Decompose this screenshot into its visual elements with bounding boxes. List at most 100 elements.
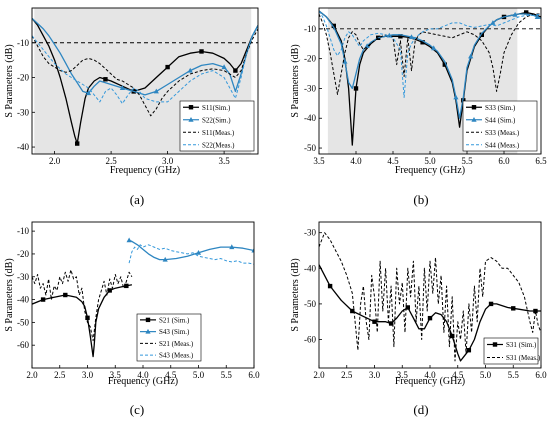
legend-label-1: S31 (Sim.) <box>506 341 537 349</box>
y-axis-title: S Parameters (dB) <box>4 258 15 331</box>
series-1-marker-6 <box>427 315 433 321</box>
series-2 <box>32 17 258 96</box>
legend-label-4: S44 (Meas.) <box>485 141 520 149</box>
y-tick-label-2: -40 <box>304 113 316 123</box>
x-tick-label-3: 3.0 <box>369 370 381 380</box>
legend-label-3: S33 (Meas.) <box>485 129 520 137</box>
x-tick-label-8: 5.5 <box>221 370 233 380</box>
series-2-marker-2 <box>119 85 125 90</box>
series-1-marker-2 <box>103 77 108 82</box>
y-tick-label-5: -10 <box>304 24 316 34</box>
legend-marker-1 <box>145 317 151 323</box>
y-axis-title: S Parameters (dB) <box>290 258 301 331</box>
legend-marker-1 <box>492 342 498 347</box>
x-tick-label-6: 4.5 <box>452 370 464 380</box>
series-line-2 <box>319 10 541 119</box>
x-axis-title: Frequency (GHz) <box>108 376 178 387</box>
y-axis-title: S Parameters (dB) <box>4 44 15 117</box>
y-tick-label-2: -50 <box>304 299 316 309</box>
series-1 <box>32 283 133 358</box>
legend-label-1: S33 (Sim.) <box>485 104 516 112</box>
x-axis-title: Frequency (GHz) <box>110 165 180 176</box>
legend-label-2: S44 (Sim.) <box>485 116 516 124</box>
series-4 <box>128 244 254 265</box>
series-2-marker-10 <box>534 14 540 19</box>
legend: S31 (Sim.) S31 (Meas.) <box>483 337 541 365</box>
series-1-marker-4 <box>388 321 394 326</box>
x-tick-label-3: 3.0 <box>162 156 174 166</box>
series-1-marker-9 <box>488 301 494 307</box>
series-1-marker-5 <box>420 40 425 45</box>
y-tick-label-3: -40 <box>17 295 29 305</box>
series-1-marker-2 <box>353 86 359 91</box>
y-tick-label-6: -10 <box>17 226 29 236</box>
x-tick-label-2: 2.5 <box>341 370 353 380</box>
legend-label-3: S11(Meas.) <box>202 129 235 137</box>
legend-marker-1 <box>471 105 477 110</box>
series-2-marker-4 <box>408 34 415 40</box>
x-tick-label-1: 2.0 <box>26 370 38 380</box>
y-tick-label-2: -50 <box>17 317 29 327</box>
series-line-2 <box>128 239 254 261</box>
legend-label-2: S22(Sim.) <box>202 116 231 124</box>
x-tick-label-9: 6.0 <box>535 370 547 380</box>
series-1-marker-2 <box>63 292 68 298</box>
series-1-marker-3 <box>372 319 377 324</box>
series-1-marker-11 <box>533 308 538 314</box>
legend-marker-2 <box>188 116 194 122</box>
y-tick-label-1: -40 <box>17 142 29 152</box>
x-tick-label-6: 4.5 <box>165 370 177 380</box>
x-tick-label-8: 5.5 <box>508 370 520 380</box>
x-tick-label-5: 4.0 <box>137 370 149 380</box>
series-2-marker-2 <box>364 43 370 48</box>
series-2-marker-1 <box>85 90 92 96</box>
series-line-3 <box>32 269 133 342</box>
series-1-marker-7 <box>450 333 455 339</box>
series-line-2 <box>32 17 258 96</box>
series-2-marker-4 <box>187 67 193 73</box>
legend: S11(Sim.) S22(Sim.) S11(Meas.) S22(Meas.) <box>179 100 255 152</box>
series-1-marker-1 <box>75 141 80 146</box>
series-line-3 <box>319 13 541 95</box>
series-1-marker-5 <box>124 283 129 289</box>
y-tick-label-4: -30 <box>304 228 316 238</box>
panel-2: 3.5 4.0 4.5 5.0 5.5 6.0 6.5 -50 -40 -30 -20 -10 Freq… <box>290 7 547 207</box>
x-tick-label-1: 2.0 <box>313 370 325 380</box>
series-4 <box>32 25 258 105</box>
x-tick-label-1: 2.0 <box>49 156 61 166</box>
series-2 <box>319 10 541 119</box>
series-line-4 <box>319 10 541 98</box>
series-line-2 <box>319 232 541 362</box>
x-tick-label-4: 3.5 <box>110 370 122 380</box>
series-1-marker-1 <box>40 297 46 302</box>
series-2-marker-8 <box>490 20 496 25</box>
legend-label-2: S43 (Sim.) <box>159 328 190 336</box>
legend-label-1: S11(Sim.) <box>202 104 231 112</box>
legend-marker-2 <box>471 116 477 122</box>
series-1-marker-10 <box>511 306 516 311</box>
y-tick-label-4: -20 <box>304 54 316 64</box>
x-tick-label-4: 5.0 <box>424 156 436 166</box>
series-1-marker-2 <box>350 308 355 314</box>
series-2-marker-5 <box>431 45 437 51</box>
panel-1: 2.0 2.5 3.0 3.5 -40 -30 -20 -10 Frequency (GHz) S… <box>4 7 259 207</box>
series-1-marker-5 <box>199 49 204 54</box>
series-2-marker-7 <box>468 53 474 59</box>
series-line-4 <box>32 25 258 105</box>
series-1-marker-6 <box>233 68 238 73</box>
series-2-marker-3 <box>195 249 202 255</box>
plot-frame-1 <box>31 7 259 155</box>
y-tick-label-3: -30 <box>304 83 316 93</box>
series-2-marker-2 <box>162 256 168 262</box>
series-3 <box>32 28 258 117</box>
series-line-4 <box>128 244 254 265</box>
x-tick-label-6: 6.0 <box>498 156 510 166</box>
x-tick-label-7: 5.0 <box>480 370 492 380</box>
x-tick-label-3: 3.0 <box>82 370 94 380</box>
panel-label: (a) <box>130 192 144 207</box>
series-2 <box>126 237 254 262</box>
legend-marker-2 <box>145 328 151 334</box>
legend-label-3: S21 (Meas.) <box>159 340 194 348</box>
y-tick-label-2: -30 <box>17 107 29 117</box>
x-tick-label-5: 4.0 <box>424 370 436 380</box>
